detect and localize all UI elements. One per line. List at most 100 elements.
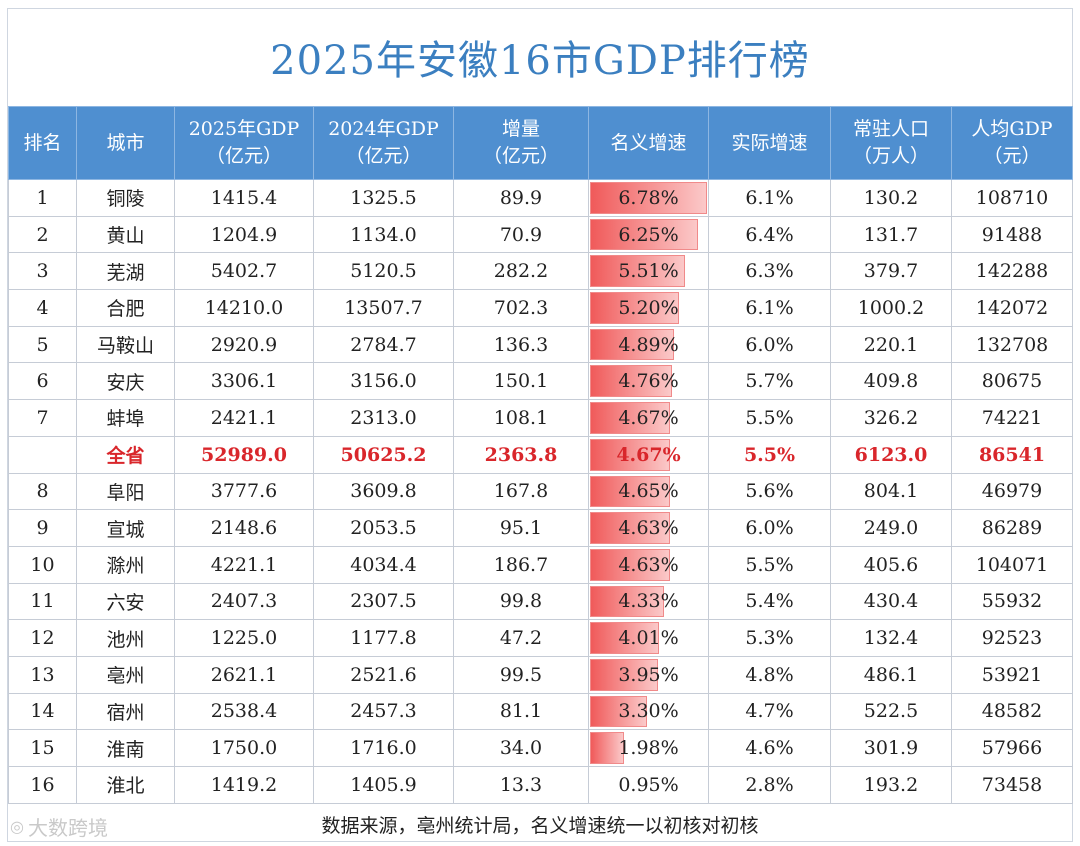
growth-bar — [590, 475, 670, 508]
cell-per-capita: 80675 — [951, 362, 1073, 401]
cell-gdp2025: 1750.0 — [174, 729, 314, 767]
cell-gdp2024: 1405.9 — [313, 766, 454, 804]
header-gdp2024-line: 2024年GDP — [328, 118, 439, 140]
cell-city: 六安 — [76, 582, 175, 621]
cell-per-capita: 91488 — [951, 215, 1073, 254]
cell-real: 2.8% — [708, 766, 831, 804]
cell-city: 淮南 — [76, 729, 175, 767]
table-row: 5 马鞍山 2920.9 2784.7 136.3 4.89% 6.0% 220.1 13270… — [8, 325, 1073, 364]
cell-per-capita: 142288 — [951, 252, 1073, 291]
growth-value: 4.76% — [618, 370, 679, 393]
cell-real: 4.6% — [708, 729, 831, 767]
header-increase-line: 增量 — [501, 118, 540, 140]
cell-rank: 2 — [8, 215, 77, 254]
cell-population: 131.7 — [830, 215, 952, 254]
cell-city: 淮北 — [76, 766, 175, 804]
cell-population: 130.2 — [830, 179, 952, 217]
cell-real: 6.1% — [708, 289, 831, 327]
cell-population: 6123.0 — [830, 435, 952, 474]
cell-population: 1000.2 — [830, 289, 952, 327]
table-header-row: 排名 城市 2025年GDP （亿元） 2024年GDP （亿元） 增量 （亿元） 名义增速 实际… — [8, 106, 1073, 180]
cell-increase: 95.1 — [453, 509, 589, 547]
table-row: 12 池州 1225.0 1177.8 47.2 4.01% 5.3% 132.4 92523 — [8, 619, 1073, 657]
cell-real: 5.5% — [708, 399, 831, 437]
gdp-ranking-table: 排名 城市 2025年GDP （亿元） 2024年GDP （亿元） 增量 （亿元） 名义增速 实际… — [8, 106, 1073, 804]
cell-gdp2024: 3156.0 — [313, 362, 454, 401]
cell-per-capita: 142072 — [951, 289, 1073, 327]
cell-per-capita: 48582 — [951, 692, 1073, 731]
header-nominal-line: 名义增速 — [610, 131, 687, 154]
cell-population: 326.2 — [830, 399, 952, 437]
table-row: 14 宿州 2538.4 2457.3 81.1 3.30% 4.7% 522.5 48582 — [8, 692, 1073, 731]
header-population: 常驻人口 （万人） — [830, 106, 952, 180]
cell-increase: 108.1 — [453, 399, 589, 437]
header-nominal: 名义增速 — [588, 106, 709, 180]
cell-real: 4.7% — [708, 692, 831, 731]
growth-value: 5.20% — [618, 296, 679, 319]
province-total-row: 全省 52989.0 50625.2 2363.8 4.67% 5.5% 6123.0 865… — [8, 435, 1073, 474]
cell-gdp2025: 2538.4 — [174, 692, 314, 731]
cell-rank: 16 — [8, 766, 77, 804]
header-per-capita: 人均GDP （元） — [951, 106, 1073, 180]
cell-rank: 15 — [8, 729, 77, 767]
cell-nominal: 1.98% — [588, 729, 709, 767]
watermark-logo-icon: ◎ — [10, 817, 24, 836]
cell-real: 5.5% — [708, 435, 831, 474]
cell-population: 249.0 — [830, 509, 952, 547]
cell-real: 5.3% — [708, 619, 831, 657]
cell-nominal: 4.67% — [588, 399, 709, 437]
growth-value: 4.67% — [616, 443, 681, 466]
cell-nominal: 4.67% — [588, 435, 709, 474]
header-rank: 排名 — [8, 106, 77, 180]
table-row: 1 铜陵 1415.4 1325.5 89.9 6.78% 6.1% 130.2 108710 — [8, 179, 1073, 217]
cell-city: 马鞍山 — [76, 325, 175, 364]
cell-per-capita: 55932 — [951, 582, 1073, 621]
header-gdp2025-line: 2025年GDP — [188, 118, 300, 140]
growth-bar — [590, 512, 670, 544]
cell-real: 6.3% — [708, 252, 831, 291]
cell-rank: 3 — [8, 252, 77, 291]
cell-population: 193.2 — [830, 766, 952, 804]
cell-increase: 89.9 — [453, 179, 589, 217]
cell-gdp2025: 1419.2 — [174, 766, 314, 804]
table-body: 1 铜陵 1415.4 1325.5 89.9 6.78% 6.1% 130.2 108710 2… — [8, 179, 1073, 804]
cell-gdp2025: 2148.6 — [174, 509, 314, 547]
growth-value: 3.30% — [618, 700, 679, 723]
growth-bar — [590, 548, 670, 581]
cell-city: 亳州 — [76, 655, 175, 694]
cell-city: 宿州 — [76, 692, 175, 731]
table-row: 13 亳州 2621.1 2521.6 99.5 3.95% 4.8% 486.1 53921 — [8, 655, 1073, 694]
cell-nominal: 4.33% — [588, 582, 709, 621]
cell-gdp2025: 4221.1 — [174, 545, 314, 584]
cell-gdp2024: 2307.5 — [313, 582, 454, 621]
cell-gdp2025: 3306.1 — [174, 362, 314, 401]
cell-city: 安庆 — [76, 362, 175, 401]
header-city: 城市 — [76, 106, 175, 180]
cell-nominal: 4.63% — [588, 509, 709, 547]
cell-gdp2024: 1716.0 — [313, 729, 454, 767]
growth-value: 4.65% — [618, 480, 679, 503]
cell-rank: 1 — [8, 179, 77, 217]
header-rank-line: 排名 — [23, 131, 62, 154]
cell-gdp2025: 1225.0 — [174, 619, 314, 657]
growth-bar — [590, 732, 625, 764]
cell-city: 滁州 — [76, 545, 175, 584]
cell-real: 6.1% — [708, 179, 831, 217]
cell-increase: 99.8 — [453, 582, 589, 621]
cell-gdp2024: 2784.7 — [313, 325, 454, 364]
cell-population: 804.1 — [830, 472, 952, 511]
growth-bar — [590, 622, 659, 654]
cell-population: 522.5 — [830, 692, 952, 731]
cell-increase: 34.0 — [453, 729, 589, 767]
table-row: 3 芜湖 5402.7 5120.5 282.2 5.51% 6.3% 379.7 142288 — [8, 252, 1073, 291]
cell-nominal: 4.01% — [588, 619, 709, 657]
cell-population: 486.1 — [830, 655, 952, 694]
cell-city: 全省 — [76, 435, 175, 474]
cell-population: 220.1 — [830, 325, 952, 364]
cell-nominal: 5.20% — [588, 289, 709, 327]
cell-nominal: 3.30% — [588, 692, 709, 731]
growth-bar — [590, 328, 675, 361]
ranking-sheet: 2025年安徽16市GDP排行榜 排名 城市 2025年GDP （亿元） 2024年GD… — [7, 8, 1073, 842]
cell-gdp2025: 3777.6 — [174, 472, 314, 511]
cell-gdp2024: 2313.0 — [313, 399, 454, 437]
